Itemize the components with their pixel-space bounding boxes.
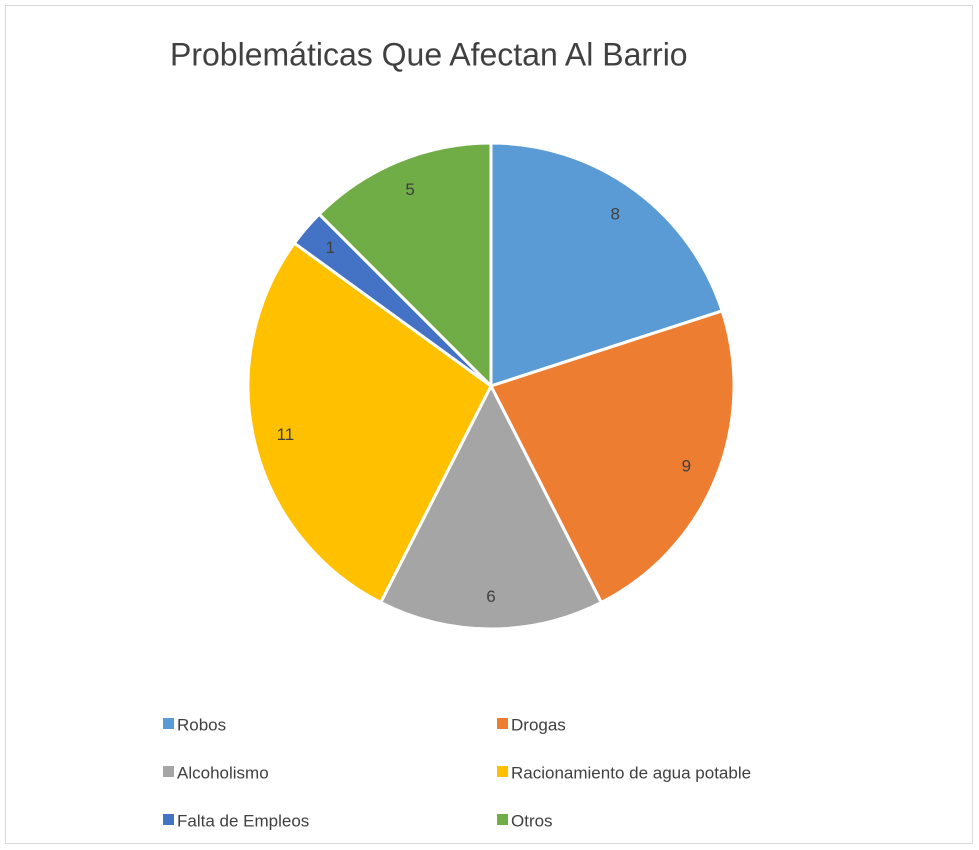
legend-swatch <box>163 766 174 777</box>
legend-label: Otros <box>511 811 553 830</box>
legend-label: Alcoholismo <box>177 763 269 782</box>
legend-swatch <box>163 814 174 825</box>
legend-label: Robos <box>177 715 226 734</box>
legend-label: Drogas <box>511 715 566 734</box>
data-label: 1 <box>326 238 335 257</box>
pie-slice <box>378 382 604 631</box>
chart-title: Problemáticas Que Afectan Al Barrio <box>170 36 688 72</box>
legend-label: Racionamiento de agua potable <box>511 763 751 782</box>
data-label: 9 <box>682 456 691 475</box>
pie-slice <box>488 309 736 605</box>
legend-swatch <box>163 718 174 729</box>
legend-label: Falta de Empleos <box>177 811 309 830</box>
data-label: 11 <box>277 425 295 444</box>
pie-slice <box>317 141 493 390</box>
pie-slice <box>246 241 493 605</box>
legend-swatch <box>497 814 508 825</box>
pie-slice <box>489 141 724 389</box>
legend-swatch <box>497 718 508 729</box>
data-label: 6 <box>486 587 495 606</box>
data-label: 5 <box>405 180 414 199</box>
data-label: 8 <box>611 204 620 223</box>
legend-swatch <box>497 766 508 777</box>
